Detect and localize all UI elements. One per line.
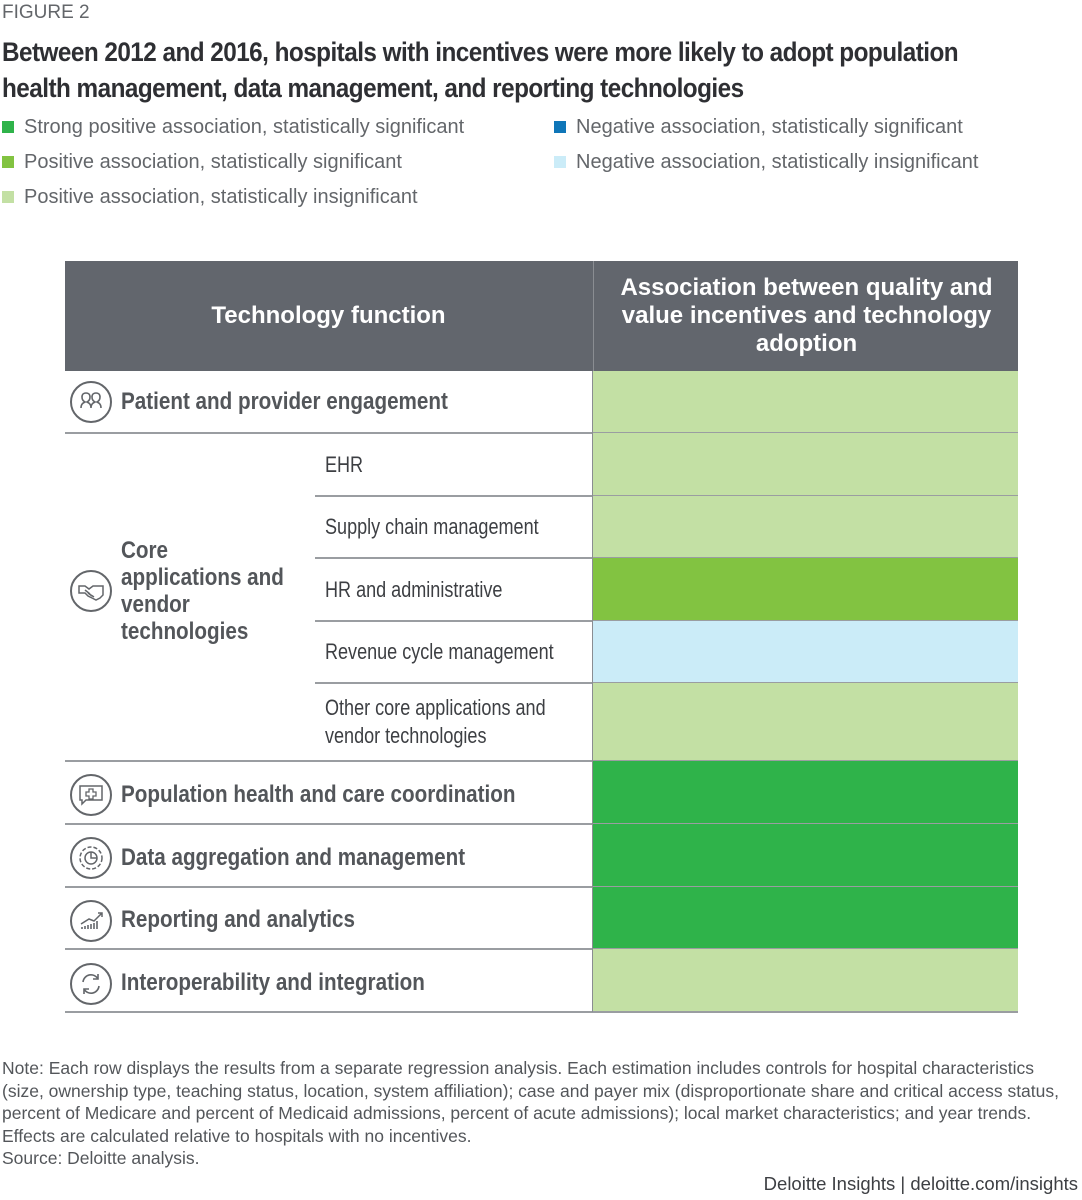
legend-label: Positive association, statistically sign…: [24, 150, 402, 173]
sub-label: Other core applications and vendor techn…: [325, 683, 555, 761]
group-label-text: Population health and care coordination: [121, 781, 516, 808]
column-divider: [592, 371, 593, 1012]
legend-item-positive-significant: Positive association, statistically sign…: [2, 147, 402, 177]
table-header: Technology function Association between …: [65, 261, 1018, 371]
association-cell: [593, 683, 1018, 761]
source: Source: Deloitte analysis.: [2, 1148, 200, 1169]
group-label-population-health: Population health and care coordination: [121, 764, 515, 826]
association-cell: [593, 433, 1018, 496]
sub-label-text: EHR: [325, 451, 364, 477]
sub-label-text: Supply chain management: [325, 514, 539, 539]
row-divider: [65, 432, 1018, 434]
growth-chart-icon: [70, 900, 112, 942]
legend-label: Negative association, statistically sign…: [576, 115, 963, 138]
header-association: Association between quality and value in…: [593, 261, 1019, 371]
association-cell: [593, 496, 1018, 558]
footer-credit: Deloitte Insights | deloitte.com/insight…: [763, 1173, 1078, 1194]
group-label-text: Patient and provider engagement: [121, 388, 448, 415]
figure-label: FIGURE 2: [2, 2, 90, 23]
association-cell: [593, 949, 1018, 1012]
group-label-text: Interoperability and integration: [121, 969, 425, 996]
sync-icon: [70, 963, 112, 1005]
group-label-patient-engagement: Patient and provider engagement: [121, 371, 448, 433]
group-label-text: Data aggregation and management: [121, 844, 466, 871]
sub-label-text: Other core applications and vendor techn…: [325, 695, 546, 748]
legend-swatch: [554, 156, 566, 168]
sub-label-text: Revenue cycle management: [325, 639, 554, 664]
row-divider: [65, 948, 1018, 950]
sub-label: EHR: [325, 433, 363, 496]
row-divider: [65, 823, 1018, 825]
legend-item-strong-positive-significant: Strong positive association, statistical…: [2, 112, 464, 142]
gear-chart-icon: [70, 837, 112, 879]
association-cell: [593, 761, 1018, 824]
legend-item-negative-insignificant: Negative association, statistically insi…: [554, 147, 978, 177]
legend: Strong positive association, statistical…: [0, 112, 1082, 222]
association-cell: [593, 371, 1018, 433]
sub-label-text: HR and administrative: [325, 576, 503, 602]
row-divider: [65, 886, 1018, 888]
group-label-data-aggregation: Data aggregation and management: [121, 827, 465, 889]
group-label-text: Reporting and analytics: [121, 906, 355, 933]
group-label-interoperability: Interoperability and integration: [121, 952, 425, 1014]
legend-item-positive-insignificant: Positive association, statistically insi…: [2, 182, 418, 212]
sub-label: Revenue cycle management: [325, 621, 554, 683]
legend-swatch: [2, 156, 14, 168]
header-technology-function: Technology function: [211, 302, 446, 329]
sub-label: Supply chain management: [325, 496, 539, 558]
legend-label: Positive association, statistically insi…: [24, 185, 418, 208]
handshake-icon: [70, 570, 112, 612]
association-cell: [593, 558, 1018, 621]
legend-swatch: [554, 121, 566, 133]
medical-chat-icon: [70, 774, 112, 816]
note-text: Note: Each row displays the results from…: [2, 1057, 1077, 1170]
group-label-core-applications: Core applications and vendor technologie…: [121, 537, 293, 645]
legend-swatch: [2, 191, 14, 203]
chart-title: Between 2012 and 2016, hospitals with in…: [2, 37, 959, 103]
legend-item-negative-significant: Negative association, statistically sign…: [554, 112, 963, 142]
row-divider: [65, 760, 1018, 762]
people-icon: [70, 381, 112, 423]
legend-label: Negative association, statistically insi…: [576, 150, 979, 173]
sub-label: HR and administrative: [325, 558, 502, 621]
association-cell: [593, 887, 1018, 949]
legend-swatch: [2, 121, 14, 133]
group-label-reporting: Reporting and analytics: [121, 889, 355, 951]
row-divider: [65, 1011, 1018, 1013]
group-label-text: Core applications and vendor technologie…: [121, 537, 284, 645]
legend-label: Strong positive association, statistical…: [24, 115, 465, 138]
association-cell: [593, 824, 1018, 887]
association-cell: [593, 621, 1018, 683]
note: Note: Each row displays the results from…: [2, 1058, 1059, 1146]
